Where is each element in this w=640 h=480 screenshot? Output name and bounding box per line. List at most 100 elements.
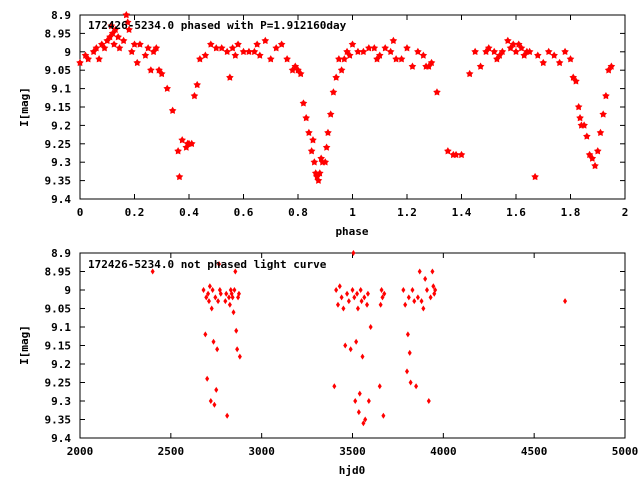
data-point <box>114 33 122 41</box>
data-point <box>419 51 428 59</box>
data-point <box>230 294 235 301</box>
x-tick-label: 2 <box>622 206 629 219</box>
data-point <box>444 147 452 155</box>
data-point <box>231 309 236 316</box>
data-point <box>233 268 238 275</box>
x-tick-label: 0.8 <box>288 206 308 219</box>
data-point <box>410 287 415 293</box>
y-tick-label: 9.35 <box>45 414 72 427</box>
data-point <box>321 158 330 166</box>
data-point <box>375 51 384 59</box>
data-point <box>482 47 490 56</box>
data-point <box>213 294 218 301</box>
y-tick-label: 9.3 <box>51 395 71 408</box>
data-point <box>343 342 348 349</box>
data-point <box>201 51 210 59</box>
data-point <box>106 33 114 41</box>
data-point <box>360 353 365 360</box>
data-point <box>337 283 342 290</box>
data-point <box>341 305 346 312</box>
data-point <box>572 77 580 85</box>
data-point <box>178 136 186 144</box>
data-point <box>261 36 270 44</box>
x-axis-title: hjd0 <box>339 464 366 477</box>
data-point <box>425 62 433 70</box>
data-point <box>345 290 350 297</box>
data-point <box>408 62 417 70</box>
tick-marks <box>79 252 626 439</box>
data-point <box>340 55 349 63</box>
data-point <box>256 51 264 59</box>
data-point <box>599 110 607 118</box>
data-point <box>123 18 132 26</box>
data-points <box>76 11 616 184</box>
data-point <box>245 47 253 56</box>
data-point <box>509 40 518 48</box>
data-point <box>354 47 362 56</box>
data-point <box>122 11 131 19</box>
data-point <box>421 305 426 312</box>
y-tick-label: 9.35 <box>45 175 72 188</box>
data-point <box>405 368 409 375</box>
y-tick-labels: 8.9 8.95 9 9.05 9.1 9.15 9.2 9.25 9.3 9.35 9.4 <box>45 9 72 206</box>
data-point <box>266 55 275 63</box>
x-tick-label: 0.4 <box>179 206 199 219</box>
data-point <box>452 150 460 159</box>
data-point <box>226 294 231 301</box>
data-point <box>520 51 528 59</box>
data-point <box>471 47 479 56</box>
data-point <box>555 58 564 67</box>
data-point <box>237 353 242 360</box>
data-point <box>107 22 116 30</box>
plot-title: 172426-5234.0 not phased light curve <box>88 258 327 271</box>
data-point <box>204 294 209 301</box>
data-point <box>356 409 361 416</box>
data-point <box>504 36 512 44</box>
data-points <box>150 250 568 427</box>
y-tick-label: 9.1 <box>51 321 71 334</box>
data-point <box>423 275 428 282</box>
data-point <box>228 44 237 52</box>
data-point <box>231 51 240 59</box>
data-point <box>232 287 237 293</box>
data-point <box>378 301 383 308</box>
x-tick-label: 1.6 <box>506 206 526 219</box>
data-point <box>506 44 515 52</box>
y-axis-title: I[mag] <box>18 87 31 127</box>
x-tick-label: 0.6 <box>234 206 254 219</box>
data-point <box>133 58 142 67</box>
data-point <box>539 58 548 67</box>
data-point <box>493 55 501 63</box>
data-point <box>92 44 101 52</box>
data-point <box>337 66 346 74</box>
data-point <box>193 80 201 89</box>
data-point <box>196 55 204 63</box>
data-point <box>205 375 210 382</box>
data-point <box>182 143 191 151</box>
data-point <box>283 55 291 63</box>
data-point <box>201 287 206 293</box>
data-point <box>335 55 343 63</box>
data-point <box>227 301 232 308</box>
data-point <box>426 398 431 404</box>
data-point <box>322 143 331 151</box>
data-point <box>359 47 368 56</box>
data-point <box>361 420 366 427</box>
y-tick-label: 9.15 <box>45 101 72 114</box>
plot-title: 172426-5234.0 phased with P=1.912160day <box>88 19 347 32</box>
data-point <box>209 305 214 312</box>
data-point <box>225 412 230 419</box>
x-axis-title: phase <box>335 225 368 238</box>
data-point <box>212 44 221 52</box>
data-point <box>332 73 340 81</box>
y-tick-label: 9.1 <box>51 83 71 96</box>
data-point <box>288 66 297 74</box>
data-point <box>414 383 419 390</box>
x-tick-label: 0.2 <box>125 206 145 219</box>
x-tick-label: 1.4 <box>452 206 472 219</box>
data-point <box>144 44 152 52</box>
phased-light-curve-panel: 0 0.2 0.4 0.6 0.8 1 1.2 1.4 1.6 1.8 2 8.9 8.95 9 9.05… <box>18 9 628 238</box>
data-point <box>351 250 356 256</box>
data-point <box>607 62 616 70</box>
